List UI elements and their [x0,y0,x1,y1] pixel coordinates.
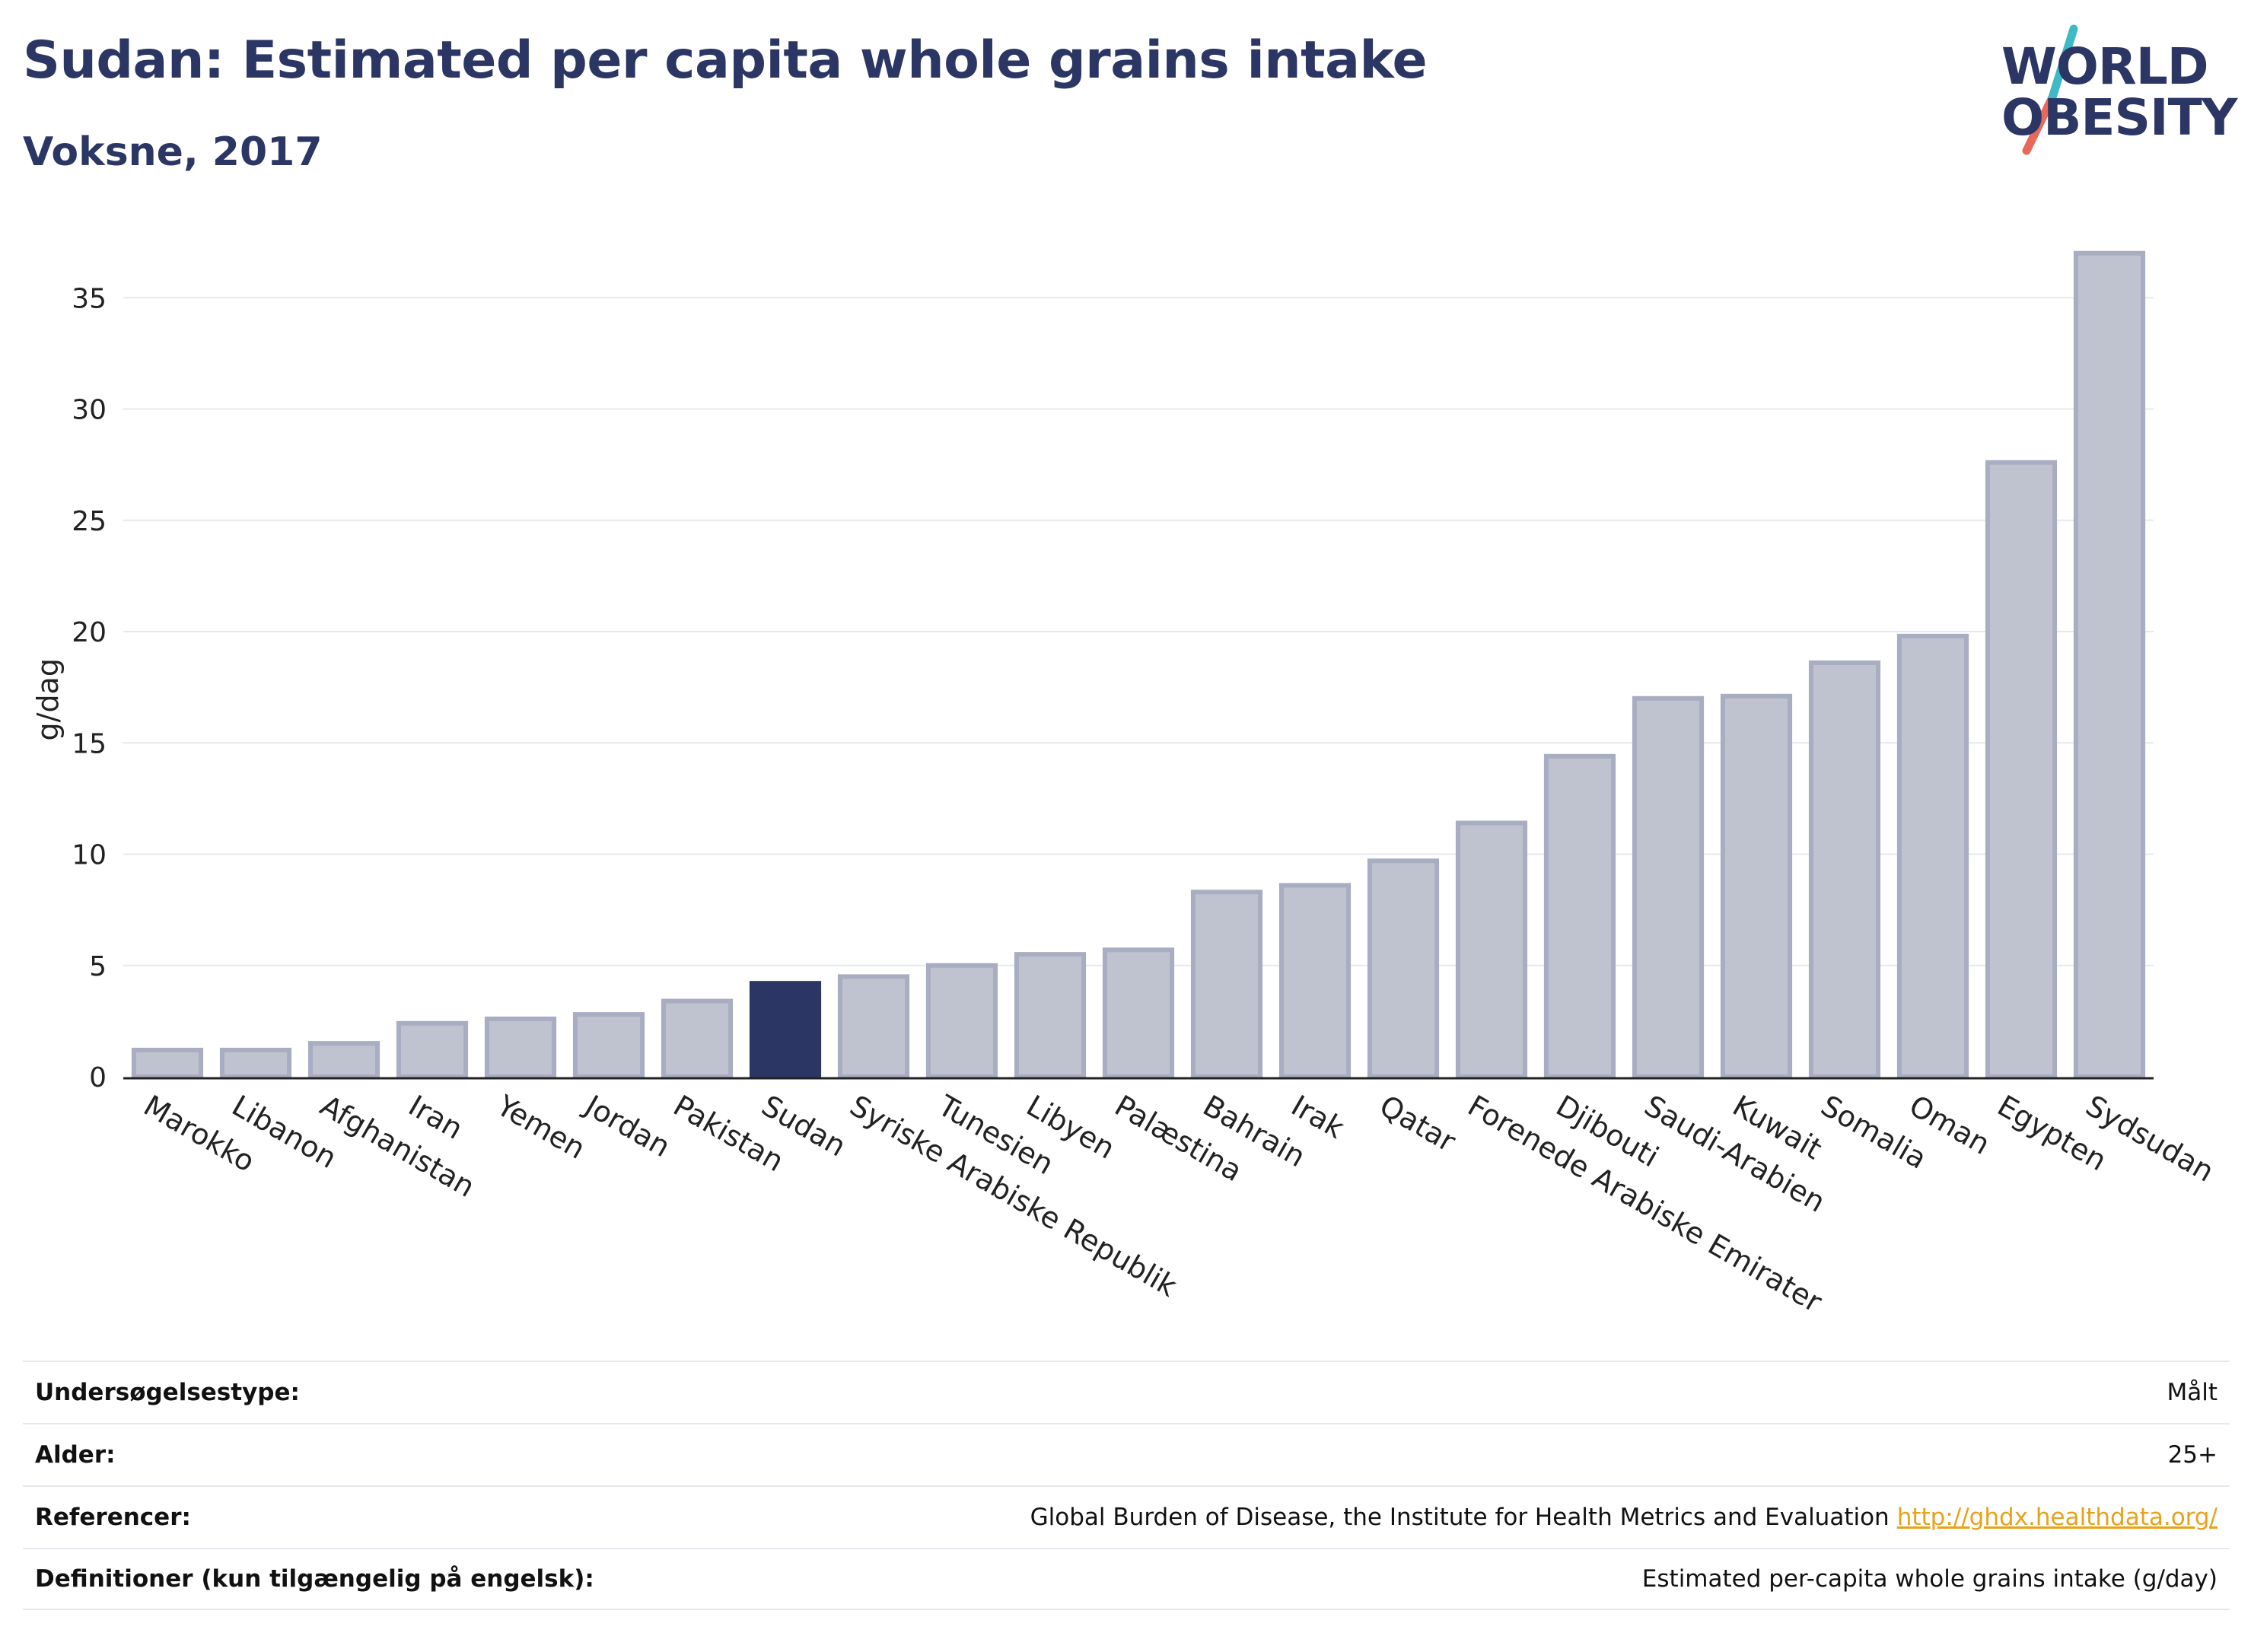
info-label: Undersøgelsestype: [35,1379,300,1406]
x-tick-label: Jordan [578,1088,676,1164]
info-value: Målt [2167,1379,2218,1406]
bar-somalia[interactable] [1808,660,1881,1079]
x-tick-label: Qatar [1374,1089,1462,1159]
bar-forenede-arabiske-emirater[interactable] [1455,820,1528,1079]
grid-lines [123,297,2154,966]
y-tick-label: 15 [72,728,107,759]
page-title: Sudan: Estimated per capita whole grains… [23,30,1428,91]
bar-tunesien[interactable] [925,963,998,1079]
info-label: Referencer: [35,1504,191,1531]
info-row-definitions: Definitioner (kun tilgængelig på engelsk… [23,1548,2230,1610]
bar-palæstina[interactable] [1102,947,1175,1080]
bar-sudan[interactable] [749,981,822,1080]
y-tick-label: 0 [89,1062,107,1093]
bar-yemen[interactable] [484,1016,557,1079]
bar-syriske-arabiske-republik[interactable] [837,974,910,1079]
info-row-survey-type: Undersøgelsestype: Målt [23,1361,2230,1423]
bar-marokko[interactable] [131,1047,204,1080]
bar-afghanistan[interactable] [307,1041,380,1079]
y-tick-label: 10 [72,840,107,871]
bar-qatar[interactable] [1367,858,1440,1080]
logo-line1: WORLD [2001,37,2209,96]
info-value-reference: Global Burden of Disease, the Institute … [1030,1504,2218,1531]
info-value: Estimated per-capita whole grains intake… [1641,1565,2218,1593]
bar-irak[interactable] [1278,883,1352,1080]
page-subtitle: Voksne, 2017 [23,129,323,175]
bar-iran[interactable] [396,1020,469,1080]
bar-pakistan[interactable] [661,998,734,1080]
world-obesity-logo: WORLD OBESITY [1982,23,2241,160]
info-value: 25+ [2167,1441,2218,1469]
y-tick-label: 35 [72,283,107,314]
y-tick-label: 25 [72,506,107,537]
x-tick-label: Sydsudan [2081,1089,2220,1189]
bar-jordan[interactable] [572,1012,645,1079]
info-label: Definitioner (kun tilgængelig på engelsk… [35,1565,594,1593]
y-axis-ticks: 0 5 10 15 20 25 30 35 [72,283,107,1093]
logo-slash-icon [2022,24,2078,155]
info-label: Alder: [35,1441,116,1469]
reference-text: Global Burden of Disease, the Institute … [1030,1504,1890,1531]
bar-chart: 0 5 10 15 20 25 30 35 MarokkoLibanonAfghanistan… [31,250,2220,1319]
bar-sydsudan[interactable] [2073,250,2146,1079]
x-tick-label: Yemen [491,1088,591,1166]
bar-libyen[interactable] [1014,952,1087,1079]
bar-oman[interactable] [1896,633,1969,1079]
logo-line2: OBESITY [2001,88,2237,147]
bar-egypten[interactable] [1985,460,2058,1079]
y-tick-label: 30 [72,395,107,426]
bar-saudi-arabien[interactable] [1632,695,1705,1079]
y-tick-label: 20 [72,617,107,648]
info-row-age: Alder: 25+ [23,1423,2230,1485]
bar-djibouti[interactable] [1543,753,1616,1079]
bars [131,250,2146,1080]
bar-libanon[interactable] [219,1047,292,1080]
bar-kuwait[interactable] [1720,693,1793,1079]
bar-bahrain[interactable] [1190,890,1263,1079]
y-tick-label: 5 [89,951,107,982]
info-table: Undersøgelsestype: Målt Alder: 25+ Refer… [23,1361,2230,1610]
y-axis-title: g/dag [31,658,65,740]
info-row-references: Referencer: Global Burden of Disease, th… [23,1485,2230,1548]
reference-link[interactable]: http://ghdx.healthdata.org/ [1896,1504,2218,1531]
